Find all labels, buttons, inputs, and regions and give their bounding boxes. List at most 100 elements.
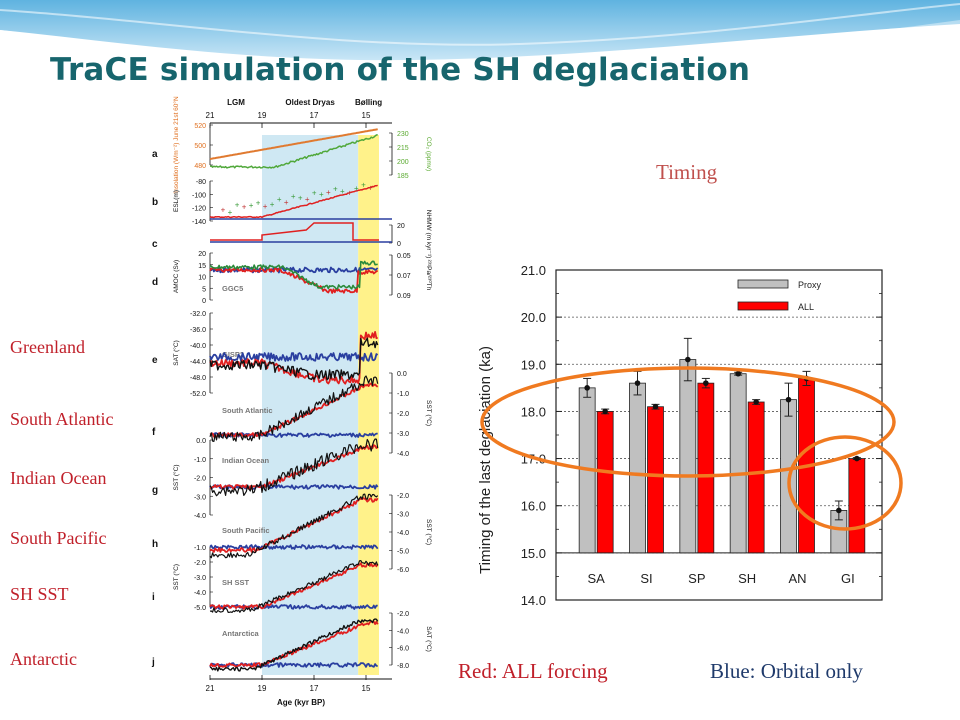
right-tick-label: 230 <box>397 131 409 138</box>
oldest-dryas-shading <box>262 135 359 675</box>
period-label: Bølling <box>355 98 382 107</box>
left-tick-label: -120 <box>192 206 206 213</box>
indian-proxy-curve <box>209 438 379 497</box>
legend-label-all: ALL <box>798 302 814 312</box>
panel-letter: j <box>151 657 155 668</box>
y-tick-label: 18.0 <box>521 404 546 419</box>
south-atlantic-all-curve <box>209 382 379 438</box>
right-tick-label: 0.09 <box>397 293 411 300</box>
right-tick-label: -5.0 <box>397 549 409 556</box>
left-tick-label: 15 <box>198 263 206 270</box>
esl-proxy-marker: + <box>368 183 373 192</box>
right-axis-label: SST (°C) <box>425 400 433 426</box>
south-pacific-proxy-curve <box>209 493 379 559</box>
y-tick-label: 14.0 <box>521 593 546 608</box>
y-axis-label: Timing of the last deglaciation (ka) <box>477 346 494 574</box>
esl-proxy-marker: + <box>270 200 275 209</box>
panel-letter: i <box>152 592 155 603</box>
panel-name: SH SST <box>222 578 250 587</box>
x-axis-label: Age (kyr BP) <box>277 698 325 707</box>
y-tick-label: 20.0 <box>521 310 546 325</box>
greenland-orbital-curve <box>209 352 379 362</box>
y-tick-label: 19.0 <box>521 357 546 372</box>
left-axis-label: Insolation (Wm⁻²) June 21st 60°N <box>172 96 180 194</box>
left-tick-label: 520 <box>194 123 206 130</box>
esl-proxy-marker: + <box>284 198 289 207</box>
right-tick-label: 0.0 <box>397 371 407 378</box>
side-label-antarctic: Antarctic <box>10 649 77 669</box>
left-tick-label: -48.0 <box>190 375 206 382</box>
data-point <box>753 399 759 405</box>
proxy-bar <box>629 382 646 554</box>
right-tick-label: 185 <box>397 173 409 180</box>
data-point <box>685 356 691 363</box>
right-tick-label: 0.07 <box>397 273 411 280</box>
category-label: GI <box>841 571 855 586</box>
bottom-x-tick-label: 21 <box>206 684 215 693</box>
esl-proxy-marker: + <box>263 202 268 211</box>
pa-th-proxy-curve <box>209 260 378 290</box>
panel-name: GISP2 <box>222 350 244 359</box>
legend-swatch-all <box>737 301 789 311</box>
gisp2-proxy-curve <box>209 337 379 381</box>
left-tick-label: -80 <box>196 179 206 186</box>
esl-proxy-marker: + <box>340 187 345 196</box>
data-point <box>634 380 641 386</box>
left-tick-label: 500 <box>194 143 206 150</box>
all-bar <box>647 406 664 554</box>
esl-proxy-marker: + <box>235 201 240 210</box>
left-tick-label: -32.0 <box>190 311 206 318</box>
deglaciation-timeseries-figure: LGM Oldest Dryas Bølling 21 21 19 19 17 17 15 15 Ag… <box>151 96 433 707</box>
proxy-bar <box>679 359 697 554</box>
esl-proxy-marker: + <box>291 192 296 201</box>
right-tick-label: -2.0 <box>397 411 409 418</box>
esl-proxy-marker: + <box>361 181 366 190</box>
esl-proxy-marker: + <box>319 190 324 199</box>
esl-proxy-marker: + <box>249 201 254 210</box>
left-axis-label: ESL(m) <box>173 190 180 212</box>
y-tick-label: 21.0 <box>521 263 546 278</box>
indian-orbital-curve <box>209 484 379 490</box>
caption-orbital-only: Blue: Orbital only <box>710 659 863 683</box>
left-axis-label: SST (°C) <box>172 465 180 491</box>
bottom-x-tick-label: 19 <box>258 684 267 693</box>
slide-title: TraCE simulation of the SH deglaciation <box>50 52 751 88</box>
panel-name: Antarctica <box>222 629 260 638</box>
panel-letter: a <box>152 149 158 160</box>
legend-label-proxy: Proxy <box>798 280 822 290</box>
all-bar <box>747 401 765 554</box>
caption-all-forcing: Red: ALL forcing <box>458 659 608 683</box>
right-tick-label: -6.0 <box>397 646 409 653</box>
proxy-bar <box>729 373 747 554</box>
right-tick-label: -3.0 <box>397 431 409 438</box>
data-point <box>584 385 590 391</box>
right-tick-label: -6.0 <box>397 567 409 574</box>
bottom-x-tick-label: 15 <box>362 684 371 693</box>
data-point <box>652 403 659 410</box>
left-tick-label: -4.0 <box>194 590 206 597</box>
timing-label: Timing <box>656 160 718 184</box>
left-tick-label: -1.0 <box>194 545 206 552</box>
esl-proxy-marker: + <box>354 184 359 193</box>
antarctica-all-curve <box>209 620 379 668</box>
panel-letter: c <box>152 239 158 250</box>
right-axis-label: SST (°C) <box>425 519 433 545</box>
left-tick-label: 0.0 <box>196 438 206 445</box>
left-tick-label: 20 <box>198 251 206 258</box>
side-label-indian-ocean: Indian Ocean <box>10 468 107 488</box>
all-bar <box>697 382 715 554</box>
left-axis-label: AMOC (Sv) <box>173 260 180 293</box>
left-tick-label: -3.0 <box>194 575 206 582</box>
side-label-south-pacific: South Pacific <box>10 528 107 548</box>
esl-proxy-marker: + <box>242 203 247 212</box>
data-point <box>735 370 741 377</box>
data-point <box>703 380 709 386</box>
highlight-ellipse-gi <box>787 435 903 531</box>
top-x-tick-label: 19 <box>258 111 267 120</box>
panel-letter: d <box>152 277 158 288</box>
top-x-tick-label: 17 <box>310 111 319 120</box>
left-tick-label: 10 <box>198 275 206 282</box>
indian-all-curve <box>209 444 379 490</box>
panel-letter: b <box>152 197 158 208</box>
